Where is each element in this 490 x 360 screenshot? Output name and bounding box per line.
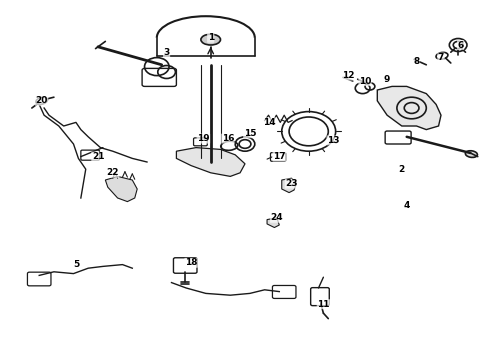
Polygon shape [267, 218, 279, 228]
Text: 17: 17 [273, 152, 286, 161]
Text: 7: 7 [438, 53, 444, 62]
Text: 2: 2 [399, 165, 405, 174]
Text: 19: 19 [197, 134, 210, 143]
Text: 22: 22 [106, 168, 119, 177]
Polygon shape [377, 86, 441, 130]
Text: 11: 11 [317, 300, 330, 309]
Text: 14: 14 [263, 118, 276, 127]
Text: 13: 13 [327, 136, 340, 145]
Ellipse shape [466, 151, 477, 157]
Text: 23: 23 [285, 179, 298, 188]
Polygon shape [105, 176, 137, 202]
Text: 18: 18 [185, 258, 197, 267]
Text: 10: 10 [359, 77, 371, 86]
Text: 24: 24 [270, 213, 283, 222]
Text: 1: 1 [208, 33, 214, 42]
Text: 20: 20 [35, 96, 48, 105]
Polygon shape [282, 178, 296, 193]
Text: 3: 3 [164, 48, 170, 57]
Text: 21: 21 [92, 152, 104, 161]
Text: 12: 12 [342, 71, 354, 80]
Text: 15: 15 [244, 129, 256, 138]
Text: 5: 5 [73, 260, 79, 269]
Ellipse shape [201, 34, 220, 45]
Text: 4: 4 [403, 201, 410, 210]
Text: 6: 6 [458, 41, 464, 50]
Polygon shape [176, 148, 245, 176]
Text: 16: 16 [221, 134, 234, 143]
Text: 8: 8 [414, 57, 419, 66]
Text: 9: 9 [384, 75, 391, 84]
